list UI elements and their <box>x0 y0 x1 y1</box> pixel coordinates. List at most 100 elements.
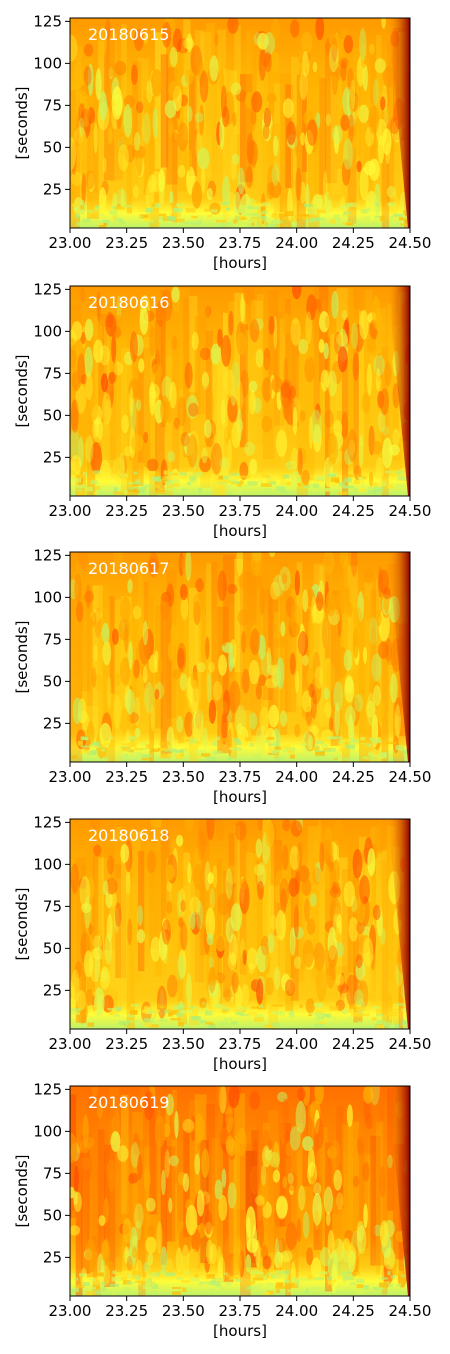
heatmap-streak <box>172 839 183 999</box>
heatmap-blob <box>208 662 216 673</box>
heatmap-blob <box>265 977 274 996</box>
heatmap-noise <box>344 477 353 483</box>
heatmap-noise <box>266 476 273 479</box>
heatmap-streak <box>251 853 261 1000</box>
heatmap-noise <box>136 487 147 491</box>
heatmap-noise <box>164 480 174 485</box>
heatmap-blob <box>191 181 202 209</box>
heatmap-blob <box>156 985 167 1019</box>
heatmap-streak <box>98 1129 105 1272</box>
heatmap-blob <box>298 865 310 883</box>
heatmap-streak <box>92 1125 101 1296</box>
heatmap-blob <box>340 114 350 132</box>
heatmap-blob <box>212 865 218 889</box>
heatmap-blob <box>325 37 330 56</box>
heatmap-noise <box>275 1289 280 1294</box>
heatmap-noise <box>207 214 213 218</box>
heatmap-blob <box>105 313 117 337</box>
heatmap-blob <box>148 654 158 673</box>
heatmap-noise <box>126 1281 135 1284</box>
heatmap-blob <box>121 414 129 434</box>
heatmap-noise <box>233 490 243 495</box>
heatmap-blob <box>82 1114 89 1149</box>
heatmap-blob <box>178 949 187 979</box>
heatmap-blob <box>70 981 75 1004</box>
heatmap-noise <box>233 738 240 742</box>
heatmap-blob <box>260 724 266 759</box>
heatmap-blob <box>241 668 250 694</box>
heatmap-noise <box>176 203 186 207</box>
heatmap-streak <box>353 48 361 156</box>
heatmap-streak <box>115 1128 122 1272</box>
heatmap-noise <box>232 747 243 751</box>
heatmap-blob <box>142 438 150 468</box>
heatmap-streak <box>370 355 378 452</box>
heatmap-blob <box>125 871 131 895</box>
heatmap-noise <box>206 756 216 762</box>
heatmap-blob <box>361 392 371 413</box>
heatmap-noise <box>274 746 282 750</box>
heatmap-blob <box>148 557 158 573</box>
heatmap-noise <box>120 1277 127 1281</box>
heatmap-blob <box>249 1166 261 1195</box>
heatmap-noise <box>259 1005 263 1008</box>
heatmap-noise <box>116 203 121 207</box>
heatmap-streak <box>262 589 273 700</box>
heatmap-blob <box>294 956 302 969</box>
heatmap-blob <box>315 862 322 883</box>
x-tick-label: 23.25 <box>105 1035 148 1053</box>
panel-date-label: 20180616 <box>88 293 169 312</box>
heatmap-noise <box>109 1283 119 1287</box>
heatmap-blob <box>327 1229 335 1260</box>
heatmap-blob <box>105 877 118 895</box>
heatmap-blob <box>92 935 102 951</box>
heatmap-noise <box>75 213 80 219</box>
x-tick-label: 23.75 <box>219 1035 262 1053</box>
heatmap-noise <box>78 1273 85 1277</box>
heatmap-blob <box>212 681 223 701</box>
heatmap-blob <box>289 927 296 956</box>
heatmap-blob <box>76 990 87 1011</box>
heatmap-blob <box>177 122 189 152</box>
heatmap-blob <box>169 46 178 68</box>
heatmap-noise <box>266 1272 274 1276</box>
heatmap-blob <box>308 735 314 751</box>
heatmap-noise <box>338 1273 347 1276</box>
y-tick-label: 75 <box>43 1164 62 1182</box>
heatmap-blob <box>308 683 315 698</box>
heatmap-noise <box>314 1023 324 1028</box>
heatmap-blob <box>221 633 228 647</box>
heatmap-blob <box>180 899 186 912</box>
heatmap-streak <box>342 1124 353 1254</box>
heatmap-streak <box>126 355 139 496</box>
heatmap-noise <box>327 1280 335 1285</box>
heatmap-blob <box>334 331 342 355</box>
heatmap-blob <box>195 578 205 593</box>
heatmap-blob <box>298 1185 306 1211</box>
heatmap-blob <box>168 1197 173 1213</box>
heatmap-blob <box>177 642 187 673</box>
heatmap-noise <box>198 215 203 219</box>
heatmap-blob <box>176 715 184 733</box>
heatmap-noise <box>328 474 336 477</box>
heatmap-blob <box>359 875 370 905</box>
heatmap-noise <box>262 474 271 478</box>
heatmap-blob <box>206 389 215 422</box>
x-tick-label: 23.75 <box>219 502 262 520</box>
heatmap-noise <box>163 470 168 475</box>
heatmap-blob <box>337 346 348 373</box>
heatmap-noise <box>145 744 153 749</box>
heatmap-noise <box>224 1272 228 1275</box>
heatmap-streak <box>370 826 380 973</box>
heatmap-blob <box>290 447 299 470</box>
heatmap-streak <box>75 562 83 727</box>
heatmap-noise <box>178 1022 184 1027</box>
heatmap-blob <box>302 589 309 613</box>
heatmap-blob <box>272 1169 281 1183</box>
heatmap-noise <box>313 483 319 489</box>
heatmap-blob <box>228 310 234 336</box>
heatmap-noise <box>392 1004 399 1009</box>
heatmap-streak <box>370 590 379 755</box>
heatmap-noise <box>132 1270 143 1275</box>
heatmap-noise <box>275 1283 283 1288</box>
